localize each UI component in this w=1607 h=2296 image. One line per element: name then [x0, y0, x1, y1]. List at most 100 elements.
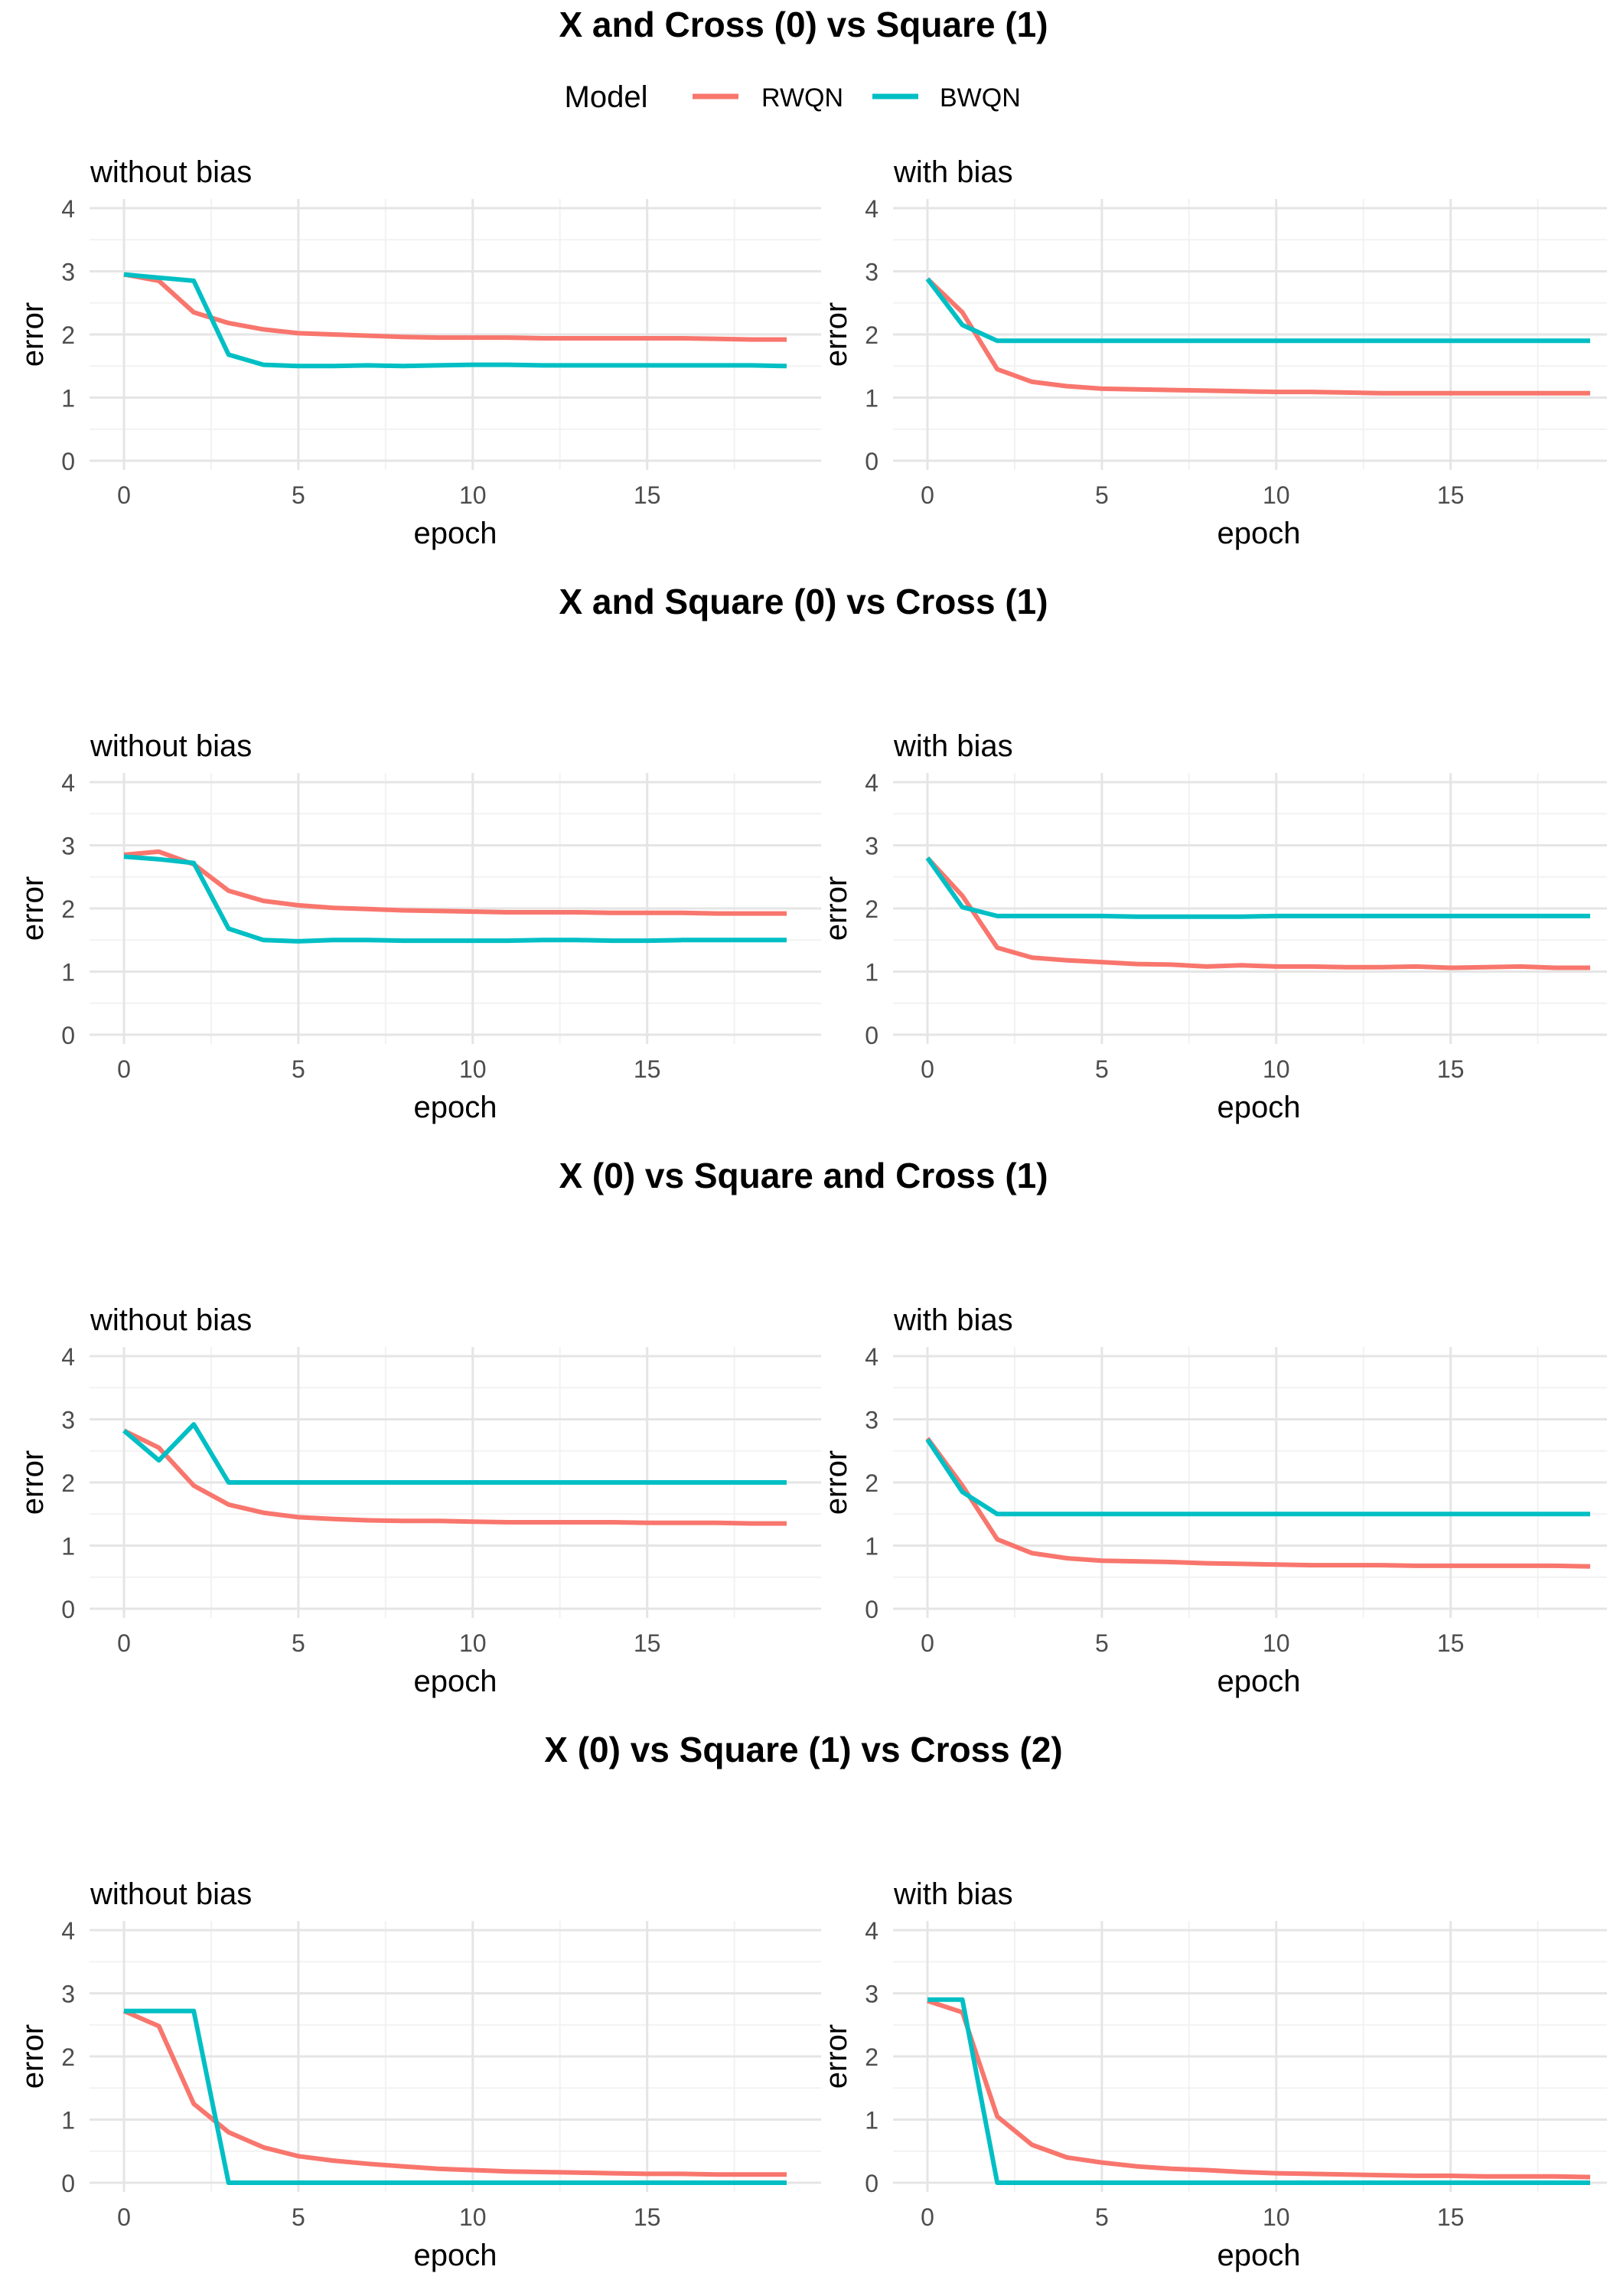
grid [893, 773, 1607, 1044]
series-line-bwqn [925, 277, 1590, 344]
grid [90, 1921, 821, 2192]
panel: with bias 0 1 2 3 4 0 5 10 15 epoch error [820, 1877, 1607, 2272]
series-line-bwqn [925, 1438, 1590, 1517]
x-tick-label: 15 [1437, 1055, 1465, 1083]
x-tick-label: 15 [634, 1629, 661, 1657]
y-tick-label: 4 [61, 1343, 75, 1371]
y-tick-label: 2 [865, 895, 878, 923]
x-tick-label: 15 [634, 1055, 661, 1083]
x-axis-label: epoch [414, 2239, 497, 2272]
series-line-rwqn [925, 856, 1590, 970]
x-axis-label: epoch [1217, 517, 1301, 550]
y-tick-label: 4 [61, 769, 75, 797]
y-tick-label: 3 [61, 1407, 75, 1434]
series-line-bwqn [122, 1422, 787, 1485]
y-tick-label: 4 [865, 1343, 878, 1371]
y-tick-label: 1 [865, 959, 878, 987]
series-line-bwqn [123, 854, 787, 944]
legend: Model RWQN BWQN [565, 80, 1021, 114]
y-tick-label: 3 [61, 1981, 75, 2008]
legend-label-bwqn: BWQN [940, 83, 1021, 113]
y-tick-label: 0 [865, 2170, 878, 2197]
y-axis-label: error [16, 876, 50, 941]
x-tick-label: 0 [921, 481, 934, 509]
panel-subtitle: with bias [893, 1877, 1013, 1911]
y-tick-label: 3 [865, 1407, 878, 1434]
x-axis-label: epoch [414, 1091, 497, 1124]
y-tick-label: 4 [865, 769, 878, 797]
x-tick-label: 10 [1263, 2203, 1290, 2231]
y-axis-label: error [16, 2024, 50, 2089]
y-axis-label: error [16, 302, 50, 367]
x-tick-label: 0 [921, 1629, 934, 1657]
x-axis-label: epoch [1217, 1665, 1301, 1698]
grid [893, 199, 1607, 470]
y-tick-label: 3 [61, 259, 75, 286]
y-tick-label: 0 [865, 1596, 878, 1623]
y-tick-label: 4 [865, 1917, 878, 1945]
x-tick-label: 0 [117, 481, 131, 509]
x-tick-label: 10 [1263, 1055, 1290, 1083]
x-tick-label: 15 [1437, 1629, 1465, 1657]
panel: with bias 0 1 2 3 4 0 5 10 15 epoch error [820, 729, 1607, 1124]
legend-label-rwqn: RWQN [761, 83, 843, 113]
y-tick-label: 1 [865, 2107, 878, 2135]
panel: with bias 0 1 2 3 4 0 5 10 15 epoch error [820, 155, 1607, 550]
x-axis-label: epoch [414, 517, 497, 550]
facet-row: X (0) vs Square (1) vs Cross (2) without … [16, 1730, 1607, 2272]
panel-subtitle: without bias [90, 729, 252, 763]
panel: without bias 0 1 2 3 4 0 5 10 15 epoch error [16, 1877, 821, 2272]
y-tick-label: 1 [61, 2107, 75, 2135]
y-tick-label: 2 [61, 321, 75, 349]
x-tick-label: 5 [1095, 481, 1109, 509]
x-axis-label: epoch [1217, 2239, 1301, 2272]
panel: without bias 0 1 2 3 4 0 5 10 15 epoch error [16, 1303, 821, 1698]
y-tick-label: 3 [865, 833, 878, 860]
x-tick-label: 15 [1437, 2203, 1465, 2231]
panel-subtitle: without bias [90, 155, 252, 189]
x-tick-label: 5 [292, 2203, 305, 2231]
y-axis-label: error [820, 2024, 853, 2089]
y-tick-label: 2 [61, 895, 75, 923]
y-axis-label: error [16, 1450, 50, 1515]
y-axis-label: error [820, 302, 853, 367]
series-line-bwqn [124, 2008, 787, 2185]
y-tick-label: 4 [61, 195, 75, 223]
y-axis-label: error [820, 876, 853, 941]
x-tick-label: 5 [1095, 1055, 1109, 1083]
y-tick-label: 2 [865, 1469, 878, 1497]
x-tick-label: 5 [292, 1629, 305, 1657]
grid [893, 1347, 1607, 1618]
grid [90, 199, 821, 470]
y-tick-label: 0 [61, 2170, 75, 2197]
x-tick-label: 5 [292, 481, 305, 509]
panel-subtitle: with bias [893, 729, 1013, 763]
y-tick-label: 1 [865, 385, 878, 413]
x-tick-label: 15 [1437, 481, 1465, 509]
y-tick-label: 0 [61, 1022, 75, 1049]
facet-row: X (0) vs Square and Cross (1) without bia… [16, 1156, 1607, 1698]
panel-subtitle: with bias [893, 1303, 1013, 1337]
y-tick-label: 1 [61, 385, 75, 413]
series-line-rwqn [123, 272, 787, 342]
facet-row: X and Cross (0) vs Square (1) without bia… [16, 5, 1607, 550]
x-tick-label: 10 [1263, 481, 1290, 509]
x-tick-label: 5 [1095, 1629, 1109, 1657]
y-tick-label: 2 [865, 2043, 878, 2071]
panel: without bias 0 1 2 3 4 0 5 10 15 epoch error [16, 155, 821, 550]
x-tick-label: 0 [117, 2203, 131, 2231]
x-axis-label: epoch [1217, 1091, 1301, 1124]
x-tick-label: 15 [634, 481, 661, 509]
x-tick-label: 10 [459, 2203, 487, 2231]
row-title: X and Square (0) vs Cross (1) [559, 582, 1048, 621]
panel-subtitle: with bias [893, 155, 1013, 189]
panel-subtitle: without bias [90, 1877, 252, 1911]
y-axis-label: error [820, 1450, 853, 1515]
x-tick-label: 5 [292, 1055, 305, 1083]
row-title: X (0) vs Square (1) vs Cross (2) [544, 1730, 1062, 1769]
series-line-rwqn [123, 849, 787, 916]
x-tick-label: 0 [117, 1629, 131, 1657]
series-line-bwqn [925, 856, 1590, 919]
